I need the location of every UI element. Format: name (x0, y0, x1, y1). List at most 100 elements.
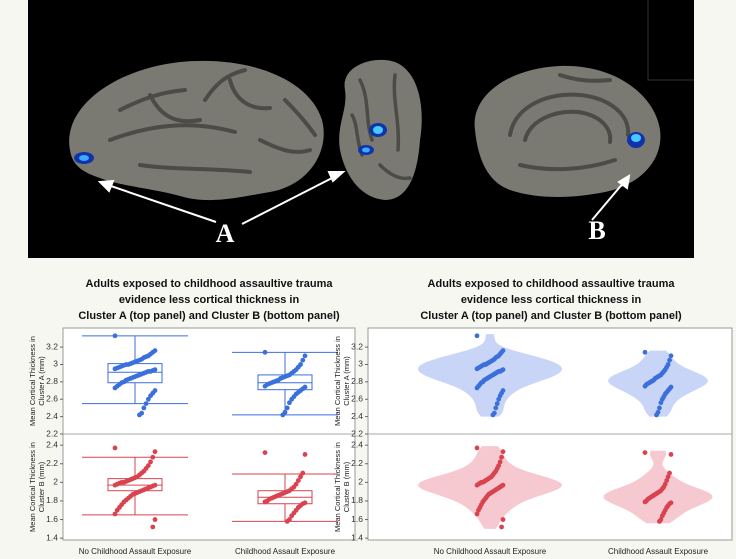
data-point (659, 513, 665, 519)
data-point (150, 524, 156, 530)
violin (418, 446, 562, 529)
data-point (642, 349, 648, 355)
data-point (112, 511, 118, 517)
y-axis-label: Mean Cortical Thickness in (28, 442, 37, 532)
data-point (493, 405, 499, 411)
data-point (284, 405, 290, 411)
data-point (490, 412, 496, 418)
data-point (302, 452, 308, 457)
data-point (667, 357, 672, 363)
y-axis-label: Mean Cortical Thickness in (333, 336, 342, 426)
sulci (350, 73, 412, 181)
x-tick-label: No Childhood Assault Exposure (434, 547, 547, 556)
chart-title: Cluster A (top panel) and Cluster B (bot… (420, 310, 682, 322)
data-point (664, 478, 670, 483)
y-tick-label: 1.8 (351, 495, 363, 505)
data-point (300, 357, 306, 363)
y-tick-label: 3.2 (46, 341, 58, 351)
data-point (667, 470, 672, 476)
data-point (148, 459, 153, 465)
violin (603, 450, 713, 524)
y-axis-label: Cluster B (mm) (37, 461, 46, 512)
data-point (298, 474, 303, 480)
data-point (152, 517, 158, 522)
data-point (287, 400, 292, 406)
data-point (496, 396, 502, 402)
data-point (300, 470, 306, 476)
image-label: A (216, 219, 235, 248)
image-label: B (588, 216, 605, 245)
data-point (262, 383, 268, 389)
data-point (474, 511, 480, 517)
data-point (262, 450, 268, 455)
y-tick-label: 2.2 (46, 458, 58, 468)
y-tick-label: 1.4 (46, 532, 58, 542)
data-point (262, 499, 268, 505)
y-tick-label: 1.4 (351, 532, 363, 542)
y-tick-label: 2 (53, 477, 58, 487)
data-point (494, 401, 500, 406)
data-point (642, 450, 648, 455)
data-point (114, 507, 120, 513)
y-tick-label: 3 (53, 359, 58, 369)
chart-title: evidence less cortical thickness in (461, 294, 642, 306)
data-point (658, 400, 664, 406)
data-point (657, 519, 662, 524)
x-tick-label: No Childhood Assault Exposure (79, 547, 192, 556)
data-point (500, 449, 506, 455)
data-point (476, 507, 481, 513)
y-tick-label: 3.2 (351, 341, 363, 351)
y-tick-label: 1.6 (351, 514, 363, 524)
data-point (474, 333, 480, 339)
chart-title: Adults exposed to childhood assaultive t… (86, 278, 334, 290)
y-tick-label: 2.8 (351, 376, 363, 386)
arrows (97, 171, 631, 225)
y-tick-label: 2.2 (351, 428, 363, 438)
data-point (642, 499, 648, 505)
data-point (112, 445, 118, 451)
chart-title: evidence less cortical thickness in (119, 294, 300, 306)
y-axis-label: Mean Cortical Thickness in (333, 442, 342, 532)
y-axis-label: Cluster A (mm) (342, 356, 351, 406)
data-point (112, 385, 118, 391)
data-point (145, 396, 151, 402)
data-point (112, 333, 118, 339)
y-tick-label: 3 (358, 359, 363, 369)
data-point (500, 517, 506, 522)
y-tick-label: 2.6 (46, 393, 58, 403)
data-point (302, 353, 308, 359)
image-inset-border (647, 0, 694, 81)
y-axis-label: Cluster B (mm) (342, 461, 351, 512)
data-point (289, 396, 295, 402)
data-point (499, 524, 504, 530)
data-point (112, 482, 118, 488)
data-point (289, 513, 295, 519)
data-point (665, 474, 671, 480)
data-point (295, 478, 301, 483)
data-point (148, 393, 153, 399)
y-tick-label: 2.2 (351, 458, 363, 468)
data-point (642, 383, 648, 389)
data-point (474, 445, 480, 451)
clusters (74, 123, 645, 164)
data-point (150, 454, 156, 460)
x-tick-label: Childhood Assault Exposure (608, 547, 709, 556)
data-point (152, 449, 158, 455)
data-point (668, 452, 674, 457)
brain-lateral (69, 60, 324, 201)
data-point (284, 519, 290, 524)
y-tick-label: 1.6 (46, 514, 58, 524)
data-point (497, 459, 503, 465)
y-tick-label: 1.8 (46, 495, 58, 505)
y-tick-label: 2.4 (46, 411, 58, 421)
y-tick-label: 2.6 (351, 393, 363, 403)
data-point (499, 454, 504, 460)
y-tick-label: 2.4 (46, 439, 58, 449)
data-point (141, 405, 147, 411)
y-tick-label: 2.4 (351, 411, 363, 421)
violin (608, 350, 708, 417)
brain-images: A B (28, 0, 694, 258)
y-tick-label: 2 (358, 477, 363, 487)
sulci (508, 73, 631, 172)
